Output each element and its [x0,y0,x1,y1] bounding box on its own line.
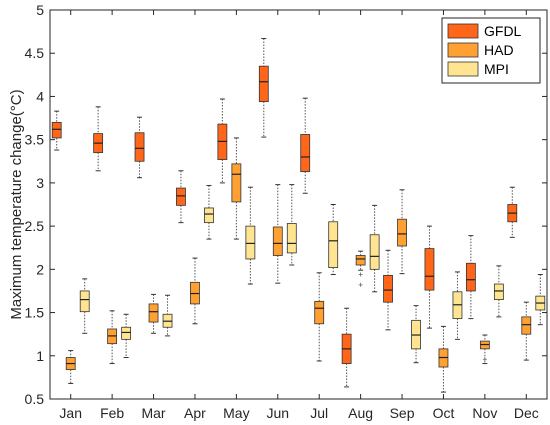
box-gfdl-apr [176,170,186,224]
box-iqr [231,163,242,203]
box-had-nov [479,334,490,365]
box-had-jun [272,184,283,284]
y-tick-label: 2.5 [25,218,45,234]
x-tick-label: Apr [184,405,206,421]
x-tick-label: Aug [348,405,373,421]
box-iqr [245,225,256,260]
box-iqr [258,65,269,103]
box-had-may [231,137,242,240]
y-tick-label: 3.5 [25,132,45,148]
box-iqr [300,134,311,173]
box-gfdl-feb [93,106,104,172]
outlier-marker [482,357,487,362]
plot-area-frame [49,9,548,400]
outlier-marker [358,282,363,287]
box-mpi-oct [452,271,463,340]
legend-swatch-gfdl [447,23,479,39]
box-iqr [314,300,325,325]
box-mpi-jun [286,184,297,266]
box-iqr [521,316,532,335]
y-axis-label: Maximum temperature change(°C) [8,89,25,319]
box-had-jan [65,350,76,384]
box-iqr [79,290,90,313]
box-gfdl-aug [341,307,352,388]
x-tick-label: Nov [472,405,497,421]
x-tick-label: Dec [514,405,539,421]
y-tick-label: 4.5 [25,45,45,61]
box-had-jul [314,272,325,362]
box-iqr [493,283,504,300]
box-iqr [204,207,214,224]
box-had-apr [190,257,200,325]
box-mpi-nov [493,265,504,318]
box-iqr [286,223,297,254]
box-iqr [272,226,283,256]
legend-swatch-had [447,42,479,58]
box-iqr [465,262,476,292]
x-tick-label: May [223,405,249,421]
box-iqr [328,221,339,269]
x-axis: Jan Feb Mar Apr May Jun Jul Aug Sep Oct Nov Dec [59,10,539,421]
box-had-oct [438,325,449,393]
legend-swatch-mpi [447,61,479,77]
box-gfdl-jun [258,38,269,138]
y-tick-label: 3 [36,175,44,191]
box-had-aug [355,250,366,287]
box-gfdl-sep [383,249,393,331]
box-mpi-mar [162,294,173,337]
x-tick-label: Jul [310,405,328,421]
legend-label-mpi: MPI [484,61,509,77]
box-iqr [355,255,366,266]
box-gfdl-dec [507,186,518,238]
box-had-feb [107,310,118,365]
y-tick-label: 0.5 [25,391,45,407]
x-tick-label: Jun [267,405,290,421]
x-tick-label: Sep [390,405,415,421]
box-gfdl-jul [300,97,311,194]
box-iqr [148,303,159,323]
legend-label-had: HAD [484,42,514,58]
box-iqr [134,132,145,162]
y-tick-label: 1.5 [25,305,45,321]
box-iqr [176,187,186,206]
x-tick-label: Jan [59,405,82,421]
x-tick-label: Mar [141,405,165,421]
y-tick-label: 2 [36,261,44,277]
y-tick-label: 1 [36,348,44,364]
box-gfdl-jan [51,110,62,151]
box-gfdl-oct [424,225,435,329]
box-mpi-jul [328,204,339,276]
outlier-marker [358,272,363,277]
box-gfdl-may [217,98,228,184]
box-iqr [383,274,393,303]
legend: GFDL HAD MPI [441,17,541,84]
box-mpi-apr [204,184,214,240]
box-mpi-jan [79,278,90,334]
box-iqr [51,121,62,139]
box-mpi-aug [369,204,380,293]
box-gfdl-nov [465,235,476,320]
box-mpi-dec [535,274,546,326]
box-iqr [369,234,380,270]
box-had-sep [397,189,407,275]
box-had-dec [521,301,532,361]
box-had-mar [148,293,159,334]
boxes-layer [51,38,546,393]
box-iqr [397,218,407,247]
y-tick-label: 5 [36,2,44,18]
box-mpi-feb [121,313,132,359]
x-tick-label: Oct [433,405,455,421]
y-tick-label: 4 [36,88,44,104]
box-gfdl-mar [134,116,145,179]
x-tick-label: Feb [100,405,124,421]
box-iqr [424,248,435,291]
legend-label-gfdl: GFDL [484,23,522,39]
box-iqr [121,326,132,340]
y-axis: 0.5 1 1.5 2 2.5 3 3.5 4 4.5 5 [25,2,547,407]
box-mpi-sep [411,305,421,364]
box-mpi-may [245,186,256,285]
